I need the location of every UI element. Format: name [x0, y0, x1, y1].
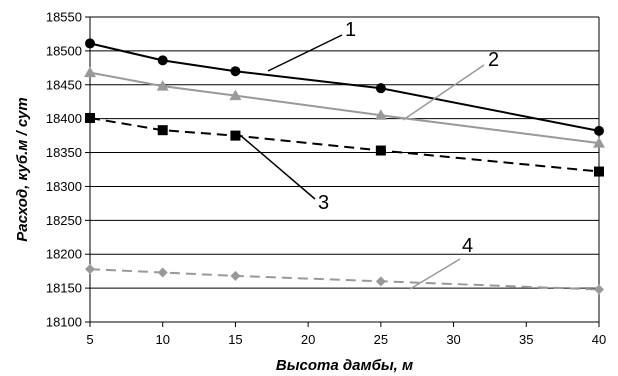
point-s1-10 — [157, 55, 168, 66]
y-tick-label-18100: 18100 — [46, 315, 82, 330]
point-s4-10 — [157, 267, 168, 278]
y-tick-label-18500: 18500 — [46, 43, 82, 58]
point-s3-40 — [594, 166, 604, 177]
callout-label-3: 3 — [318, 192, 329, 214]
point-s3-25 — [375, 145, 386, 156]
x-tick-label-15: 15 — [228, 332, 242, 347]
x-axis-title: Высота дамбы, м — [276, 357, 413, 374]
point-s2-15 — [229, 89, 242, 101]
callout-line-2 — [402, 64, 485, 121]
y-tick-labels: 18100 18150 18200 18250 18300 18350 18400 18450… — [46, 10, 82, 330]
point-s1-5 — [85, 38, 95, 49]
x-tick-label-30: 30 — [446, 332, 460, 347]
y-tick-label-18400: 18400 — [46, 111, 82, 126]
y-axis-title: Расход, куб.м / сут — [14, 97, 31, 241]
point-s3-10 — [157, 125, 168, 136]
x-tick-label-20: 20 — [301, 332, 315, 347]
callout-line-1 — [267, 34, 343, 72]
point-s4-5 — [85, 264, 95, 275]
point-s3-5 — [85, 112, 95, 123]
y-tick-label-18550: 18550 — [46, 10, 82, 25]
y-tick-label-18200: 18200 — [46, 247, 82, 262]
x-tick-label-40: 40 — [592, 332, 606, 347]
x-tick-label-25: 25 — [374, 332, 388, 347]
y-tick-label-18450: 18450 — [46, 77, 82, 92]
x-tick-label-35: 35 — [519, 332, 533, 347]
series-callouts: 1 2 3 4 — [239, 19, 499, 290]
x-tick-label-5: 5 — [86, 332, 93, 347]
series-1 — [85, 38, 604, 136]
callout-line-3 — [239, 134, 316, 200]
series-3 — [85, 112, 604, 177]
point-s4-40 — [594, 284, 604, 295]
callout-label-4: 4 — [462, 235, 473, 257]
point-s2-5 — [84, 66, 96, 78]
callout-label-2: 2 — [488, 49, 499, 71]
callout-label-1: 1 — [345, 19, 356, 41]
grid-lines — [90, 16, 599, 323]
point-s2-40 — [593, 137, 605, 148]
point-s4-25 — [375, 276, 386, 287]
x-tick-labels: 5 10 15 20 25 30 35 40 — [86, 332, 606, 347]
point-s3-15 — [230, 130, 241, 141]
series-group — [84, 38, 605, 295]
point-s1-25 — [375, 83, 386, 94]
point-s4-15 — [230, 270, 241, 281]
series-2 — [84, 66, 605, 148]
y-tick-label-18250: 18250 — [46, 213, 82, 228]
y-tick-label-18300: 18300 — [46, 179, 82, 194]
point-s1-15 — [230, 66, 241, 77]
series-4 — [85, 264, 604, 295]
y-tick-label-18150: 18150 — [46, 281, 82, 296]
y-tick-label-18350: 18350 — [46, 145, 82, 160]
callout-line-4 — [409, 258, 461, 290]
x-tick-label-10: 10 — [155, 332, 169, 347]
point-s2-25 — [374, 109, 387, 120]
point-s1-40 — [594, 125, 604, 136]
point-s2-10 — [156, 80, 169, 91]
